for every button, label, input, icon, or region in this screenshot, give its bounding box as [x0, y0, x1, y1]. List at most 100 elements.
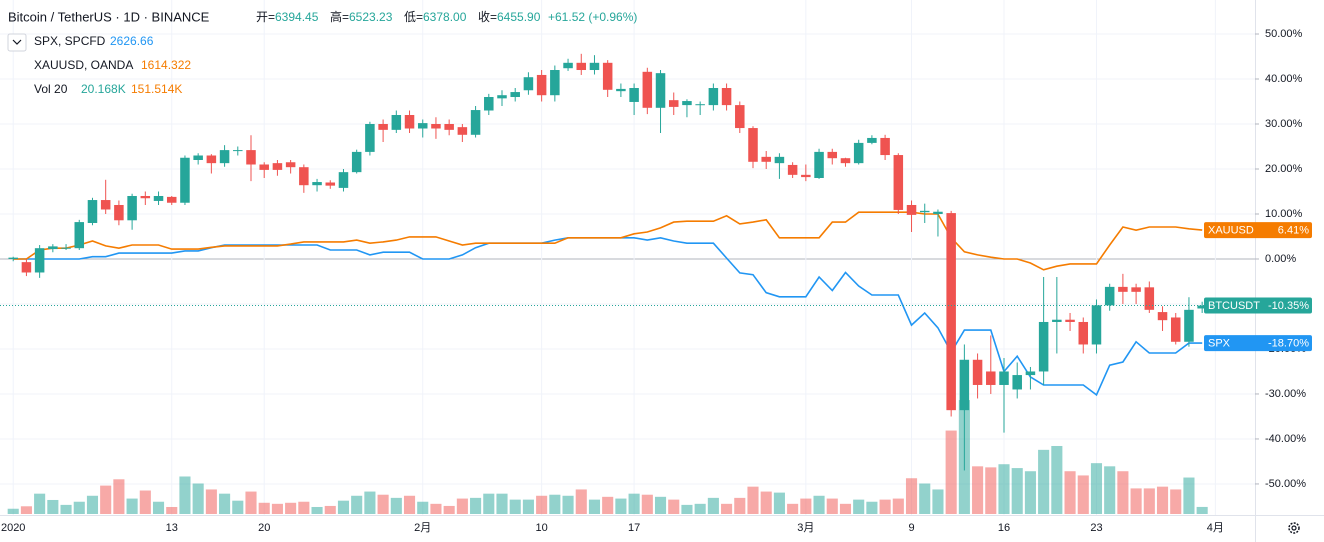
candle-body — [510, 92, 520, 98]
candle-body — [272, 163, 283, 170]
candle-body — [1025, 371, 1036, 376]
candle-body — [193, 155, 203, 160]
candle-body — [550, 70, 560, 96]
volume-bar — [47, 499, 59, 514]
volume-bar — [258, 502, 270, 514]
candle-body — [735, 105, 745, 129]
badge-box — [1204, 297, 1312, 314]
volume-bar — [787, 503, 799, 514]
x-tick-label: 20 — [258, 522, 270, 534]
volume-bar — [1104, 466, 1116, 514]
candle-body — [1157, 312, 1168, 321]
volume-bar — [641, 494, 653, 514]
candle-body — [972, 359, 983, 385]
volume-bar — [668, 499, 680, 514]
volume-bar — [100, 485, 112, 514]
volume-bar — [707, 497, 719, 514]
volume-bar — [562, 495, 574, 514]
volume-bar — [773, 492, 785, 514]
volume-bar — [826, 498, 838, 514]
candle-body — [880, 137, 890, 156]
volume-bar — [760, 491, 772, 514]
volume-bar — [919, 483, 931, 514]
volume-bar — [232, 500, 244, 514]
volume-bar — [113, 479, 125, 514]
legend-name: Vol 20 — [34, 82, 68, 96]
x-tick-label: 13 — [166, 522, 178, 534]
volume-bar — [694, 503, 706, 514]
volume-bar — [483, 493, 495, 514]
candle-body — [748, 128, 758, 162]
collapse-button[interactable] — [7, 33, 27, 52]
volume-bar — [588, 499, 601, 514]
candle-body — [563, 62, 573, 69]
candle-body — [1091, 305, 1102, 345]
badge-value: -10.35% — [1268, 300, 1309, 312]
volume-bar — [285, 502, 297, 514]
volume-bar — [443, 505, 455, 514]
x-tick-label: 9 — [908, 522, 914, 534]
volume-bar — [430, 503, 442, 514]
candle-body — [1104, 286, 1115, 306]
candle-body — [166, 196, 177, 203]
candle-body — [536, 74, 547, 96]
volume-bar — [522, 499, 534, 514]
volume-bar — [1024, 471, 1036, 514]
ohlc-change: +61.52 (+0.96%) — [548, 10, 637, 24]
candle-body — [233, 150, 243, 152]
volume-bar — [417, 501, 429, 514]
volume-bar — [654, 496, 667, 514]
candle-body — [417, 123, 428, 129]
volume-bar — [179, 476, 191, 514]
y-tick-label: 30.00% — [1265, 118, 1303, 130]
y-tick-label: -50.00% — [1265, 478, 1306, 490]
candle-body — [893, 155, 904, 210]
volume-bar — [853, 499, 865, 514]
volume-bar — [932, 489, 944, 514]
candle-body — [695, 104, 705, 106]
candle-body — [497, 95, 507, 99]
line-series — [13, 211, 1203, 271]
volume-bar — [139, 490, 151, 514]
settings-button[interactable] — [1288, 522, 1300, 534]
candle-body — [1184, 309, 1194, 342]
ohlc-value: 6394.45 — [275, 10, 319, 24]
volume-bar — [839, 503, 852, 514]
candle-body — [801, 174, 811, 178]
ohlc-label: 高= — [330, 9, 349, 24]
candle-body — [219, 150, 230, 164]
candle-body — [761, 156, 771, 162]
candle-body — [668, 100, 679, 107]
volume-bar — [628, 493, 640, 514]
candle-body — [919, 210, 930, 213]
volume-bar — [1170, 489, 1182, 514]
volume-bar — [1183, 477, 1195, 514]
candle-body — [1038, 321, 1049, 372]
candle-body — [814, 151, 824, 178]
volume-bar — [1051, 445, 1063, 514]
candle-body — [21, 262, 32, 273]
candle-body — [840, 158, 851, 164]
candle-body — [338, 172, 349, 188]
badge-box — [1204, 222, 1312, 239]
candle-body — [8, 257, 18, 259]
volume-bar — [800, 498, 812, 514]
volume-bar — [1143, 488, 1155, 514]
volume-bar — [747, 486, 759, 514]
legend-name: SPX, SPCFD — [34, 34, 106, 48]
candle-body — [259, 164, 269, 170]
candle-body — [285, 162, 296, 168]
y-tick-label: 10.00% — [1265, 208, 1303, 220]
y-tick-label: 40.00% — [1265, 73, 1303, 85]
badge-name: BTCUSDT — [1208, 300, 1260, 312]
volume-bar — [1196, 506, 1208, 514]
candle-body — [299, 167, 309, 186]
x-tick-label: 16 — [998, 522, 1010, 534]
candle-body — [721, 88, 732, 106]
candle-body — [642, 71, 653, 108]
candle-body — [404, 115, 415, 129]
volume-bar — [219, 493, 231, 514]
volume-bar — [166, 506, 178, 514]
candle-body — [391, 115, 402, 130]
